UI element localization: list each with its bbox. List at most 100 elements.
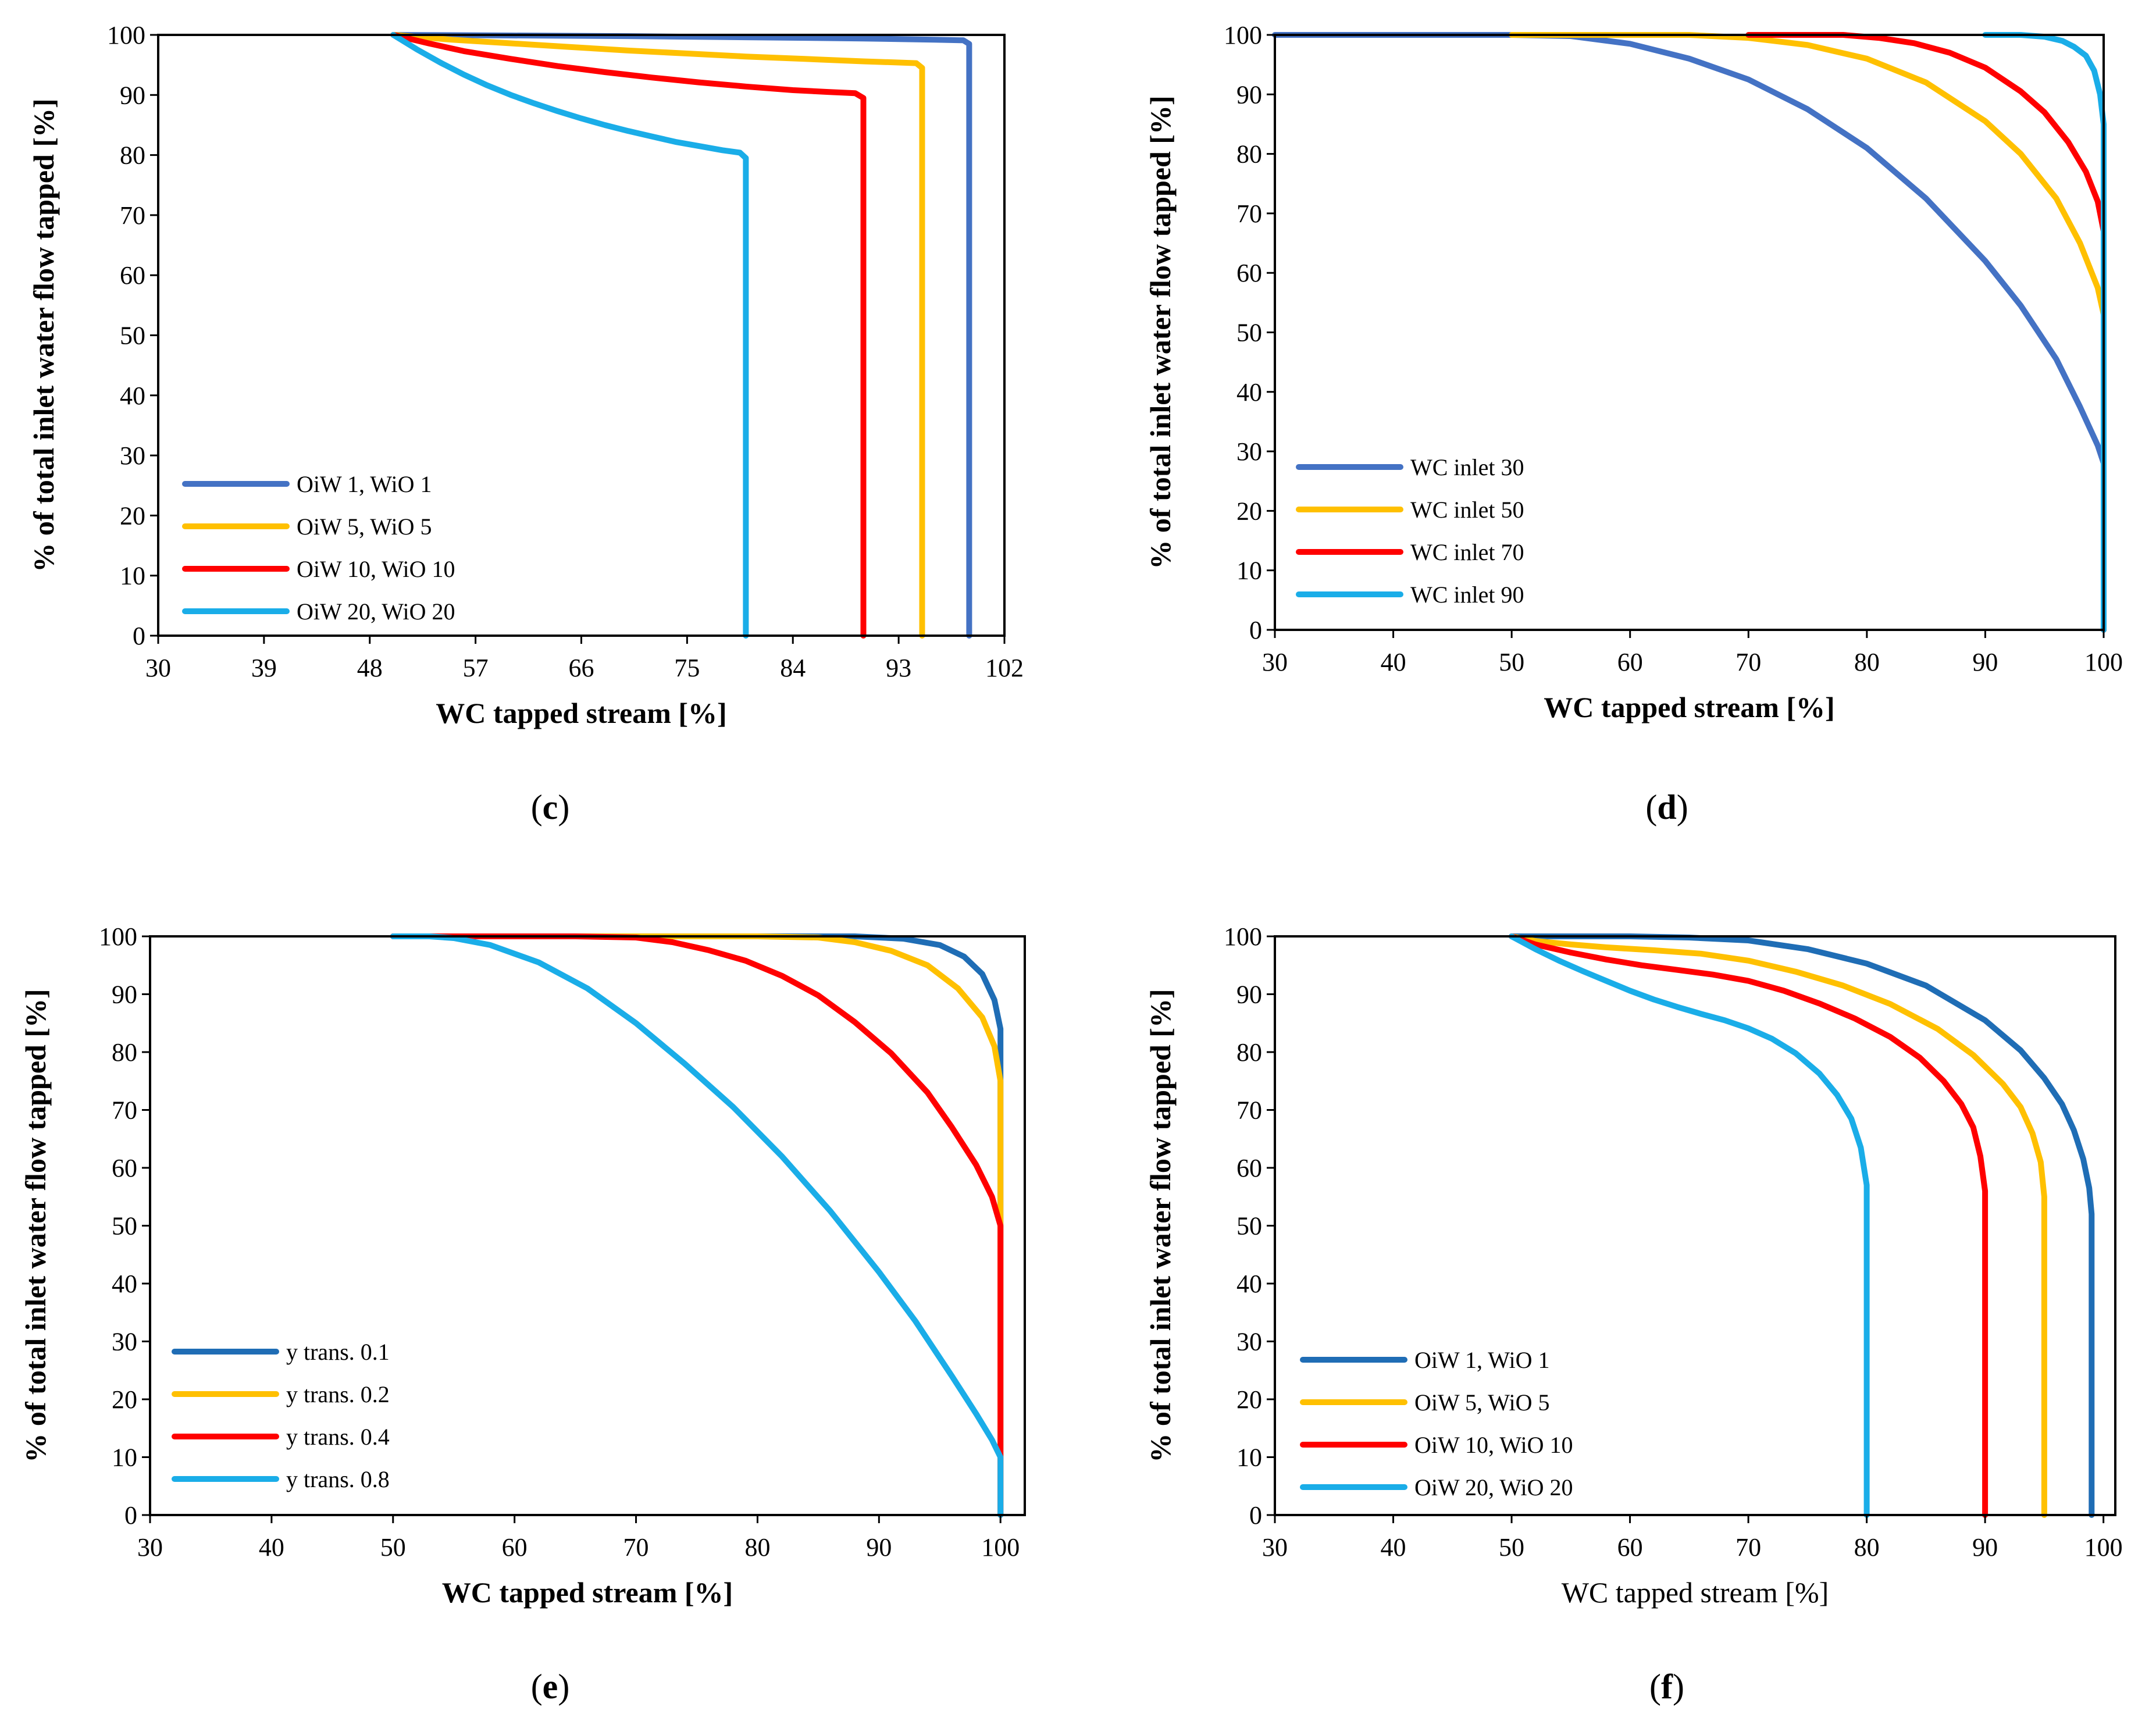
y-tick-label: 70 (112, 1096, 137, 1125)
x-tick-label: 70 (1736, 1533, 1761, 1562)
x-tick-label: 70 (1736, 648, 1761, 676)
panel-label: (f) (1649, 1667, 1684, 1706)
panel-letter: e (543, 1667, 558, 1706)
x-tick-label: 30 (1262, 1533, 1288, 1562)
legend-label: OiW 10, WiO 10 (297, 556, 455, 582)
x-axis-title: WC tapped stream [%] (436, 697, 726, 729)
x-tick-label: 66 (569, 654, 594, 682)
x-tick-label: 60 (1617, 1533, 1643, 1562)
panel-e: 30 40 50 60 70 80 90 100 0 10 20 30 40 50 60 70 80 90 100… (19, 922, 1026, 1706)
panel-letter: f (1661, 1667, 1673, 1706)
x-tick-label: 100 (2084, 648, 2123, 676)
x-tick-label: 84 (780, 654, 806, 682)
x-tick-label: 93 (886, 654, 911, 682)
legend-label: OiW 5, WiO 5 (1414, 1389, 1549, 1416)
x-axis-ticks: 30 39 48 57 66 75 84 93 102 (145, 636, 1024, 682)
x-tick-label: 102 (985, 654, 1024, 682)
legend: y trans. 0.1 y trans. 0.2 y trans. 0.4 y tr… (172, 1339, 390, 1492)
y-tick-label: 60 (120, 261, 145, 290)
series-line-3 (1509, 933, 1988, 1518)
y-tick-label: 30 (1236, 1328, 1262, 1356)
x-tick-label: 90 (1972, 648, 1998, 676)
x-tick-label: 80 (1854, 1533, 1880, 1562)
x-tick-label: 50 (380, 1533, 406, 1562)
y-axis-ticks: 0 10 20 30 40 50 60 70 80 90 100 (1224, 922, 1275, 1530)
y-tick-label: 10 (120, 562, 145, 590)
x-tick-label: 70 (623, 1533, 649, 1562)
y-tick-label: 50 (1236, 1212, 1262, 1241)
legend-label: OiW 1, WiO 1 (297, 471, 432, 497)
x-tick-label: 50 (1499, 1533, 1524, 1562)
y-tick-label: 0 (124, 1501, 137, 1530)
legend-label: y trans. 0.8 (286, 1466, 390, 1492)
y-tick-label: 10 (1236, 1443, 1262, 1472)
y-tick-label: 20 (120, 501, 145, 530)
y-tick-label: 20 (112, 1385, 137, 1414)
y-tick-label: 50 (112, 1212, 137, 1241)
legend-label: y trans. 0.4 (286, 1424, 390, 1450)
y-tick-label: 80 (1236, 1038, 1262, 1067)
legend-label: y trans. 0.2 (286, 1381, 390, 1407)
y-tick-label: 80 (120, 141, 145, 170)
y-axis-ticks: 0 10 20 30 40 50 60 70 80 90 100 (107, 21, 158, 650)
y-axis-title: % of total inlet water flow tapped [%] (19, 989, 52, 1462)
x-tick-label: 90 (1972, 1533, 1998, 1562)
y-tick-label: 0 (1249, 1501, 1262, 1530)
y-axis-title: % of total inlet water flow tapped [%] (1144, 989, 1177, 1462)
x-tick-label: 30 (1262, 648, 1288, 676)
x-tick-label: 100 (981, 1533, 1020, 1562)
x-tick-label: 30 (137, 1533, 163, 1562)
legend: OiW 1, WiO 1 OiW 5, WiO 5 OiW 10, WiO 10 Oi… (1300, 1347, 1573, 1500)
series-line-4 (1509, 933, 1870, 1518)
y-tick-label: 20 (1236, 497, 1262, 525)
y-tick-label: 90 (1236, 80, 1262, 109)
y-tick-label: 90 (1236, 981, 1262, 1009)
legend-label: y trans. 0.1 (286, 1339, 390, 1365)
x-axis-title: WC tapped stream [%] (1562, 1576, 1829, 1609)
x-tick-label: 90 (866, 1533, 892, 1562)
y-tick-label: 90 (120, 81, 145, 109)
y-tick-label: 60 (1236, 1154, 1262, 1182)
y-tick-label: 10 (112, 1443, 137, 1472)
x-tick-label: 39 (251, 654, 277, 682)
y-tick-label: 10 (1236, 557, 1262, 585)
series-line-4 (390, 32, 749, 639)
x-tick-label: 75 (674, 654, 700, 682)
y-tick-label: 100 (1224, 922, 1262, 951)
y-tick-label: 60 (1236, 259, 1262, 287)
x-tick-label: 30 (145, 654, 171, 682)
series-line-3 (390, 32, 867, 639)
legend-label: OiW 20, WiO 20 (297, 598, 455, 625)
y-tick-label: 40 (112, 1270, 137, 1298)
x-axis-ticks: 30 40 50 60 70 80 90 100 (1262, 630, 2123, 676)
legend-label: WC inlet 90 (1410, 582, 1524, 608)
legend-label: WC inlet 30 (1410, 454, 1524, 480)
y-tick-label: 20 (1236, 1385, 1262, 1414)
panel-label: (d) (1645, 788, 1688, 826)
x-tick-label: 40 (1381, 648, 1406, 676)
y-tick-label: 40 (1236, 1270, 1262, 1298)
panel-label: (c) (531, 788, 570, 826)
x-tick-label: 40 (1381, 1533, 1406, 1562)
y-tick-label: 100 (1224, 21, 1262, 49)
y-tick-label: 70 (1236, 199, 1262, 228)
x-axis-title: WC tapped stream [%] (442, 1576, 733, 1609)
y-tick-label: 80 (1236, 140, 1262, 169)
legend-label: OiW 10, WiO 10 (1414, 1432, 1573, 1458)
panel-letter: c (543, 788, 558, 826)
y-tick-label: 30 (112, 1328, 137, 1356)
x-tick-label: 60 (502, 1533, 528, 1562)
y-tick-label: 70 (1236, 1096, 1262, 1125)
legend: OiW 1, WiO 1 OiW 5, WiO 5 OiW 10, WiO 10 Oi… (182, 471, 455, 625)
panel-f: 30 40 50 60 70 80 90 100 0 10 20 30 40 50 60 70 80 90 100… (1144, 922, 2123, 1706)
series-line-2 (1509, 933, 2047, 1518)
legend-label: OiW 5, WiO 5 (297, 514, 432, 540)
y-axis-ticks: 0 10 20 30 40 50 60 70 80 90 100 (99, 922, 150, 1530)
x-axis-ticks: 30 40 50 60 70 80 90 100 (137, 1515, 1020, 1562)
y-axis-title: % of total inlet water flow tapped [%] (1144, 95, 1177, 569)
x-axis-ticks: 30 40 50 60 70 80 90 100 (1262, 1515, 2123, 1562)
series-layer (1509, 933, 2095, 1518)
series-line-4 (390, 933, 1004, 1518)
